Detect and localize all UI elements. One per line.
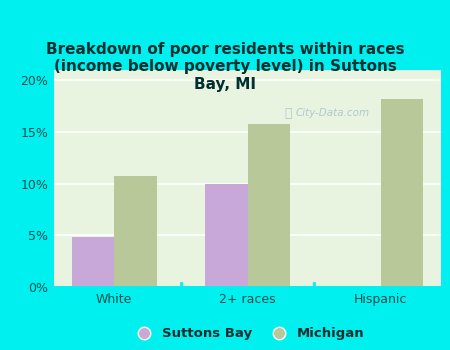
Bar (114, 176, 157, 287)
Legend: Suttons Bay, Michigan: Suttons Bay, Michigan (125, 322, 370, 345)
Text: ⓘ: ⓘ (284, 107, 292, 120)
Text: City-Data.com: City-Data.com (296, 108, 370, 118)
Bar (72, 237, 114, 287)
Bar (381, 99, 423, 287)
Bar (205, 184, 248, 287)
Bar (248, 124, 290, 287)
Text: Breakdown of poor residents within races
(income below poverty level) in Suttons: Breakdown of poor residents within races… (46, 42, 404, 92)
